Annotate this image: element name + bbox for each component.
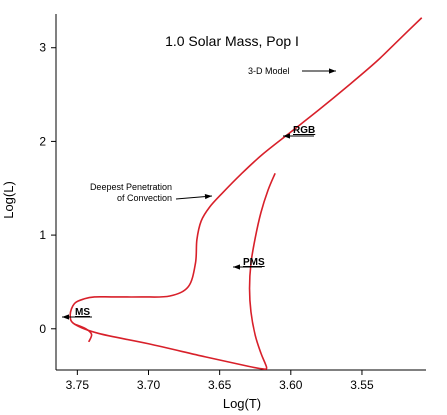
y-tick-label: 1 bbox=[39, 228, 46, 242]
arrowhead-icon bbox=[204, 193, 212, 200]
x-axis-label: Log(T) bbox=[223, 396, 261, 411]
evolution-track-line bbox=[69, 17, 423, 370]
arrowhead-icon bbox=[283, 133, 290, 139]
x-tick-label: 3.70 bbox=[137, 378, 161, 392]
x-tick-label: 3.75 bbox=[66, 378, 90, 392]
annotation-three-d-model-label: 3-D Model bbox=[248, 66, 290, 76]
arrowhead-icon bbox=[329, 68, 336, 74]
y-tick-label: 2 bbox=[39, 134, 46, 148]
y-tick-label: 3 bbox=[39, 41, 46, 55]
annotation-deepest-label: Deepest Penetration bbox=[90, 182, 172, 192]
y-tick-label: 0 bbox=[39, 322, 46, 336]
series-group bbox=[69, 17, 423, 370]
x-tick-label: 3.55 bbox=[350, 378, 374, 392]
chart-title: 1.0 Solar Mass, Pop I bbox=[165, 33, 299, 49]
annotation-pms-label: PMS bbox=[243, 257, 265, 268]
x-tick-label: 3.65 bbox=[208, 378, 232, 392]
arrowhead-icon bbox=[62, 314, 69, 320]
x-tick-label: 3.60 bbox=[279, 378, 303, 392]
arrowhead-icon bbox=[233, 264, 240, 270]
annotation-ms-label: MS bbox=[75, 307, 90, 318]
annotation-deepest-label: of Convection bbox=[117, 193, 172, 203]
evolution-track-line bbox=[74, 323, 93, 343]
annotation-rgb-label: RGB bbox=[293, 125, 315, 136]
y-axis-label: Log(L) bbox=[1, 181, 16, 219]
tick-group: 3.75 3.70 3.65 3.60 3.55 0 1 2 3 bbox=[39, 41, 374, 392]
